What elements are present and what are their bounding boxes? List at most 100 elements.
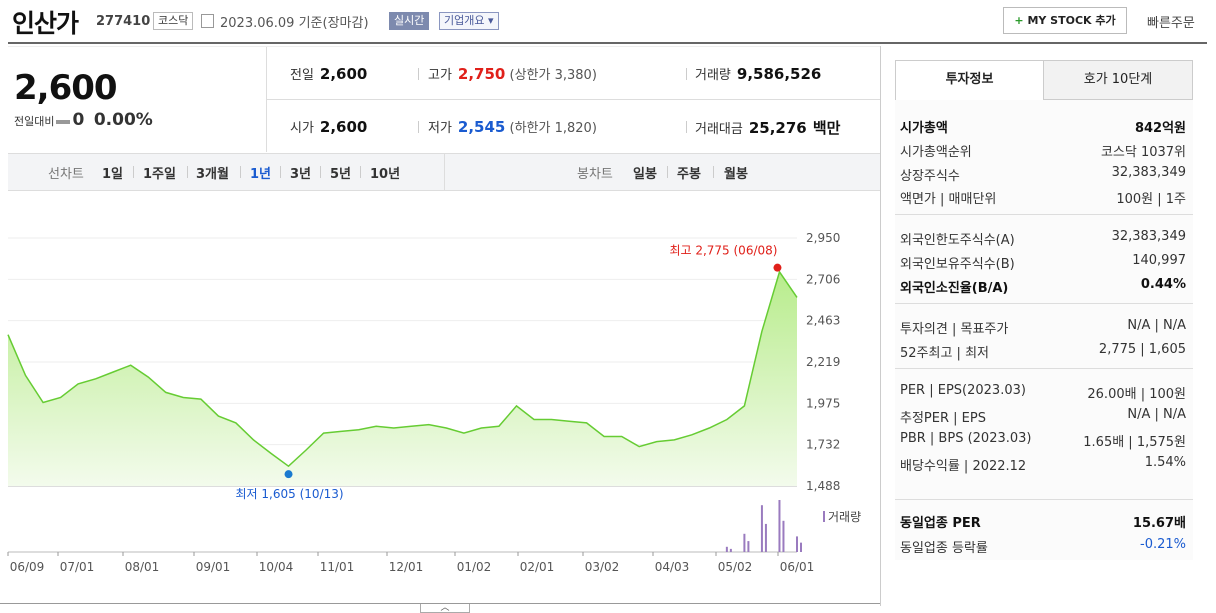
info-row-foreign-hold: 외국인보유주식수(B) 140,997 [900,253,1186,275]
info-value: 26.00배 | 100원 [1087,387,1186,402]
plus-icon: + [1014,14,1024,27]
chevron-down-icon: ▾ [487,14,494,27]
volume-bar [778,500,781,552]
low-marker [284,470,293,479]
y-tick-label: 2,706 [806,272,840,286]
tab-daily[interactable]: 일봉 [633,167,657,182]
info-label: 외국인소진율(B/A) [900,281,1009,296]
company-overview-dropdown[interactable]: 기업개요 ▾ [439,12,499,30]
info-row-dividend-yield: 배당수익률 | 2022.12 1.54% [900,455,1186,477]
current-price: 2,600 [14,68,118,108]
y-tick-label: 1,488 [806,479,840,493]
info-label: 외국인보유주식수(B) [900,257,1015,272]
tab-weekly[interactable]: 주봉 [677,167,701,182]
info-label: 액면가 | 매매단위 [900,192,997,207]
info-label: 외국인한도주식수(A) [900,233,1015,248]
x-tick-label: 02/01 [520,560,555,574]
tab-1y[interactable]: 1년 [250,167,272,182]
info-value: 140,997 [1132,253,1186,268]
price-chart: 2,950 2,706 2,463 2,219 1,975 1,732 1,488 최고 2,… [7,231,861,574]
volume-bar [782,520,785,552]
candle-chart-label: 봉차트 [577,167,613,182]
y-tick-label: 2,219 [806,355,840,369]
x-tick-label: 04/03 [655,560,690,574]
x-tick-label: 09/01 [196,560,231,574]
x-tick-label: 07/01 [60,560,95,574]
volume-bar [747,541,750,552]
change-summary: 전일대비 0 0.00% [14,110,153,130]
info-label: 상장주식수 [900,169,960,184]
info-value: 842억원 [1134,121,1186,136]
stock-name: 인산가 [12,9,79,38]
tab-monthly[interactable]: 월봉 [724,167,748,182]
info-label: 배당수익률 | 2022.12 [900,459,1027,474]
info-row-pbr-bps: PBR | BPS (2023.03) 1.65배 | 1,575원 [900,431,1186,453]
info-row-sector-per[interactable]: 동일업종 PER 15.67배 [900,512,1186,534]
volume-legend-swatch [823,511,825,522]
x-tick-label: 08/01 [125,560,160,574]
info-value: 1.54% [1144,455,1186,470]
x-tick-label: 06/01 [780,560,815,574]
chart-expand-icon[interactable]: ︿ [420,604,470,613]
trade-amount: 거래대금 25,276 백만 [695,119,841,137]
info-row-market-cap: 시가총액 842억원 [900,117,1186,139]
volume-bar [764,523,767,552]
info-row-per-eps: PER | EPS(2023.03) 26.00배 | 100원 [900,383,1186,405]
basis-date: 2023.06.09 기준(장마감) [220,16,369,31]
volume-bar [743,533,746,552]
volume-bar [725,546,728,552]
quick-order-button[interactable]: 빠른주문 [1147,16,1195,31]
x-tick-label: 11/01 [320,560,355,574]
info-row-sector-change[interactable]: 동일업종 등락률 -0.21% [900,537,1186,559]
info-value: N/A | N/A [1127,318,1186,333]
info-row-investment-opinion: 투자의견 | 목표주가 N/A | N/A [900,318,1186,340]
info-value: N/A | N/A [1127,407,1186,422]
y-tick-label: 1,975 [806,396,840,410]
info-label: 52주최고 | 최저 [900,346,989,361]
calendar-icon [201,14,214,28]
volume-bar [800,542,802,552]
tab-3m[interactable]: 3개월 [196,167,229,182]
open-price: 시가 2,600 [290,118,368,136]
price-line [7,270,798,468]
tab-10y[interactable]: 10년 [370,167,401,182]
info-value: 100원 | 1주 [1116,192,1186,207]
add-my-stock-button[interactable]: + MY STOCK 추가 [1003,7,1127,34]
info-value: -0.21% [1140,537,1186,552]
info-value: 1.65배 | 1,575원 [1083,435,1186,450]
volume: 거래량 9,586,526 [695,65,822,83]
low-price: 저가 2,545 (하한가 1,820) [428,118,597,136]
tab-orderbook[interactable]: 호가 10단계 [1043,60,1193,100]
high-marker [773,263,782,272]
x-tick-label: 12/01 [389,560,424,574]
info-row-par-value-unit: 액면가 | 매매단위 100원 | 1주 [900,188,1186,210]
y-tick-label: 2,950 [806,231,840,245]
high-price: 고가 2,750 (상한가 3,380) [428,65,597,83]
y-tick-label: 2,463 [806,314,840,328]
x-tick-label: 10/04 [259,560,294,574]
prev-close: 전일 2,600 [290,65,368,83]
info-row-market-cap-rank[interactable]: 시가총액순위 코스닥 1037위 [900,141,1186,163]
market-badge: 코스닥 [153,12,194,30]
info-label: 시가총액순위 [900,145,972,160]
x-tick-label: 01/02 [457,560,492,574]
info-row-52w-high-low: 52주최고 | 최저 2,775 | 1,605 [900,342,1186,364]
line-chart-label: 선차트 [48,167,84,182]
x-tick-label: 05/02 [718,560,753,574]
volume-bar [729,548,732,552]
tab-3y[interactable]: 3년 [290,167,312,182]
x-tick-label: 03/02 [585,560,620,574]
tab-1d[interactable]: 1일 [102,167,124,182]
info-value: 32,383,349 [1111,165,1186,180]
info-label: PBR | BPS (2023.03) [900,431,1032,446]
volume-bar [796,536,798,552]
tab-5y[interactable]: 5년 [330,167,352,182]
stock-code: 277410 [96,14,151,29]
info-row-foreign-ratio: 외국인소진율(B/A) 0.44% [900,277,1186,299]
price-area [8,271,797,486]
realtime-button[interactable]: 실시간 [389,12,430,30]
tab-1w[interactable]: 1주일 [143,167,176,182]
tab-invest-info[interactable]: 투자정보 [895,60,1044,100]
info-row-foreign-limit: 외국인한도주식수(A) 32,383,349 [900,229,1186,251]
info-value: 코스닥 1037위 [1100,145,1186,160]
